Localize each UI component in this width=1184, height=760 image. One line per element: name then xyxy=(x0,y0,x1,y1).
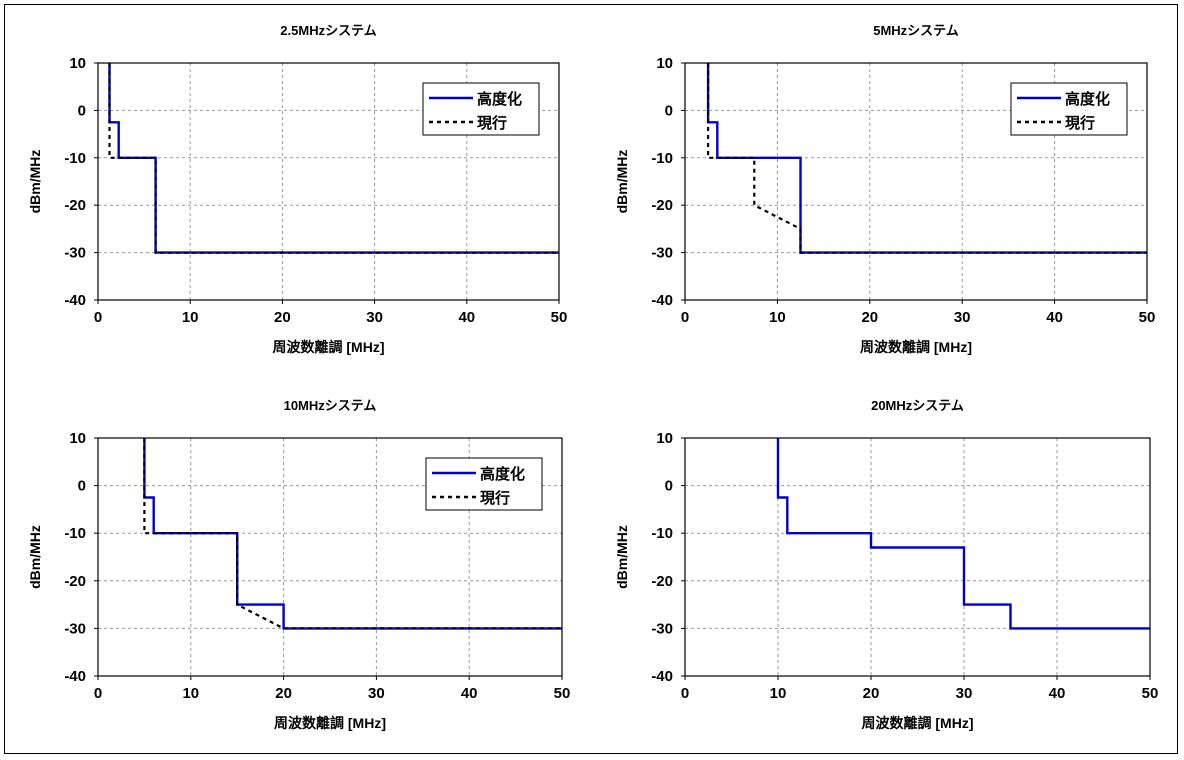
y-axis-label: dBm/MHz xyxy=(27,150,43,214)
chart-title: 5MHzシステム xyxy=(873,23,959,38)
y-tick-label: -30 xyxy=(651,620,673,637)
legend-box xyxy=(425,457,543,511)
series-line-1 xyxy=(706,63,1147,254)
chart-panel-0: 0 10 20 30 40 50 10 0 -10 -20 -30 -40 2.5MHzシステム周波数離… xyxy=(27,23,567,355)
x-tick-label: 40 xyxy=(1049,685,1066,702)
x-axis-label: 周波数離調 [MHz] xyxy=(274,715,386,731)
x-tick-label: 20 xyxy=(861,309,878,326)
y-tick-label: 10 xyxy=(69,430,86,447)
legend-label: 現行 xyxy=(1065,114,1095,132)
plot-area xyxy=(685,438,1150,676)
chart-title: 2.5MHzシステム xyxy=(280,23,376,38)
x-axis-label: 周波数離調 [MHz] xyxy=(860,339,972,355)
plot-border xyxy=(684,437,1151,677)
x-tick-label: 0 xyxy=(94,309,102,326)
y-tick-label: 0 xyxy=(78,478,86,495)
y-tick-label: -20 xyxy=(651,573,673,590)
x-tick-label: 50 xyxy=(554,685,571,702)
chart-title: 20MHzシステム xyxy=(871,398,964,413)
legend-label: 高度化 xyxy=(477,90,522,108)
plot-border xyxy=(97,62,560,301)
y-tick-label: -40 xyxy=(651,668,673,685)
y-tick-label: -40 xyxy=(651,292,673,309)
chart-panel-2: 0 10 20 30 40 50 10 0 -10 -20 -30 -40 10MHzシステム周波数離調… xyxy=(27,398,570,731)
plot-border xyxy=(97,437,563,677)
y-tick-label: -10 xyxy=(64,525,86,542)
x-tick-label: 40 xyxy=(1046,309,1063,326)
y-tick-label: 10 xyxy=(656,430,673,447)
y-tick-label: -20 xyxy=(64,197,86,214)
x-tick-label: 40 xyxy=(458,309,475,326)
x-tick-label: 50 xyxy=(1142,685,1159,702)
x-tick-label: 20 xyxy=(274,309,291,326)
chart-panel-3: 0 10 20 30 40 50 10 0 -10 -20 -30 -40 20MHzシステム周波数離調… xyxy=(614,398,1158,731)
series-line-0 xyxy=(143,438,562,630)
y-tick-label: -10 xyxy=(651,525,673,542)
y-axis-label: dBm/MHz xyxy=(614,525,630,589)
x-tick-label: 30 xyxy=(368,685,385,702)
y-tick-label: 0 xyxy=(665,478,673,495)
y-tick-label: 10 xyxy=(69,55,86,72)
x-tick-label: 0 xyxy=(94,685,102,702)
legend-label: 高度化 xyxy=(480,465,525,483)
x-tick-label: 0 xyxy=(681,685,689,702)
y-tick-label: -10 xyxy=(64,150,86,167)
y-tick-label: -30 xyxy=(651,245,673,262)
legend-box xyxy=(1010,82,1128,136)
x-tick-label: 0 xyxy=(681,309,689,326)
x-tick-label: 30 xyxy=(954,309,971,326)
x-tick-label: 10 xyxy=(769,309,786,326)
y-tick-label: 10 xyxy=(656,55,673,72)
legend-box xyxy=(422,82,540,136)
y-tick-label: -40 xyxy=(64,668,86,685)
y-tick-label: -10 xyxy=(651,150,673,167)
legend-label: 現行 xyxy=(480,489,510,507)
chart-panel-1: 0 10 20 30 40 50 10 0 -10 -20 -30 -40 5MHzシステム周波数離調 … xyxy=(614,23,1155,355)
x-tick-label: 20 xyxy=(863,685,880,702)
y-axis-label: dBm/MHz xyxy=(27,525,43,589)
series-line-1 xyxy=(108,63,559,254)
y-tick-label: -20 xyxy=(651,197,673,214)
x-axis-label: 周波数離調 [MHz] xyxy=(273,339,385,355)
series-line-0 xyxy=(776,438,1150,630)
y-tick-label: -30 xyxy=(64,245,86,262)
x-tick-label: 50 xyxy=(1139,309,1156,326)
plot-border xyxy=(684,62,1148,301)
x-tick-label: 10 xyxy=(770,685,787,702)
x-tick-label: 20 xyxy=(275,685,292,702)
legend-label: 高度化 xyxy=(1065,90,1110,108)
x-tick-label: 40 xyxy=(461,685,478,702)
y-tick-label: -40 xyxy=(64,292,86,309)
y-tick-label: -20 xyxy=(64,573,86,590)
legend-label: 現行 xyxy=(477,114,507,132)
x-tick-label: 50 xyxy=(551,309,568,326)
chart-title: 10MHzシステム xyxy=(284,398,377,413)
x-tick-label: 30 xyxy=(366,309,383,326)
x-tick-label: 30 xyxy=(956,685,973,702)
y-tick-label: 0 xyxy=(665,102,673,119)
y-tick-label: 0 xyxy=(78,102,86,119)
y-axis-label: dBm/MHz xyxy=(614,150,630,214)
x-tick-label: 10 xyxy=(182,685,199,702)
x-axis-label: 周波数離調 [MHz] xyxy=(862,715,974,731)
y-tick-label: -30 xyxy=(64,620,86,637)
x-tick-label: 10 xyxy=(182,309,199,326)
